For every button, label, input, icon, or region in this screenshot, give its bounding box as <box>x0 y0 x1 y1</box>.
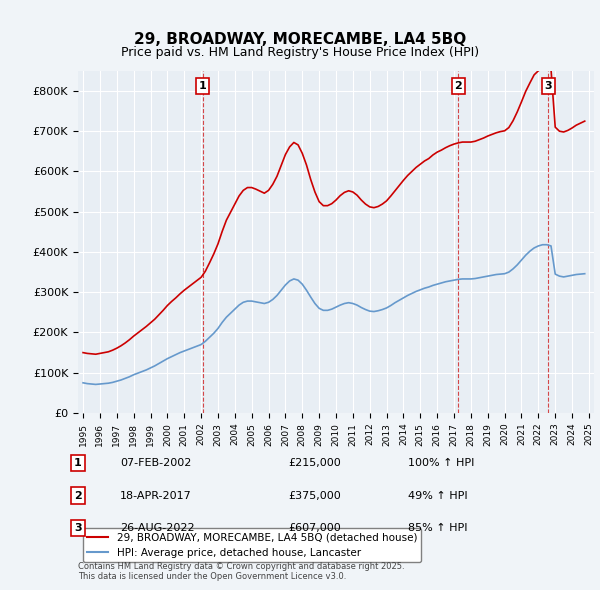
Text: £607,000: £607,000 <box>288 523 341 533</box>
Text: £215,000: £215,000 <box>288 458 341 468</box>
Text: 1: 1 <box>199 81 206 91</box>
Text: 07-FEB-2002: 07-FEB-2002 <box>120 458 191 468</box>
Text: £375,000: £375,000 <box>288 491 341 500</box>
Text: 2: 2 <box>74 491 82 500</box>
Text: 85% ↑ HPI: 85% ↑ HPI <box>408 523 467 533</box>
Text: Price paid vs. HM Land Registry's House Price Index (HPI): Price paid vs. HM Land Registry's House … <box>121 46 479 59</box>
Text: 18-APR-2017: 18-APR-2017 <box>120 491 192 500</box>
Text: 100% ↑ HPI: 100% ↑ HPI <box>408 458 475 468</box>
Legend: 29, BROADWAY, MORECAMBE, LA4 5BQ (detached house), HPI: Average price, detached : 29, BROADWAY, MORECAMBE, LA4 5BQ (detach… <box>83 528 421 562</box>
Text: Contains HM Land Registry data © Crown copyright and database right 2025.
This d: Contains HM Land Registry data © Crown c… <box>78 562 404 581</box>
Text: 2: 2 <box>454 81 462 91</box>
Text: 26-AUG-2022: 26-AUG-2022 <box>120 523 194 533</box>
Text: 3: 3 <box>74 523 82 533</box>
Text: 3: 3 <box>544 81 552 91</box>
Text: 1: 1 <box>74 458 82 468</box>
Text: 29, BROADWAY, MORECAMBE, LA4 5BQ: 29, BROADWAY, MORECAMBE, LA4 5BQ <box>134 32 466 47</box>
Text: 49% ↑ HPI: 49% ↑ HPI <box>408 491 467 500</box>
